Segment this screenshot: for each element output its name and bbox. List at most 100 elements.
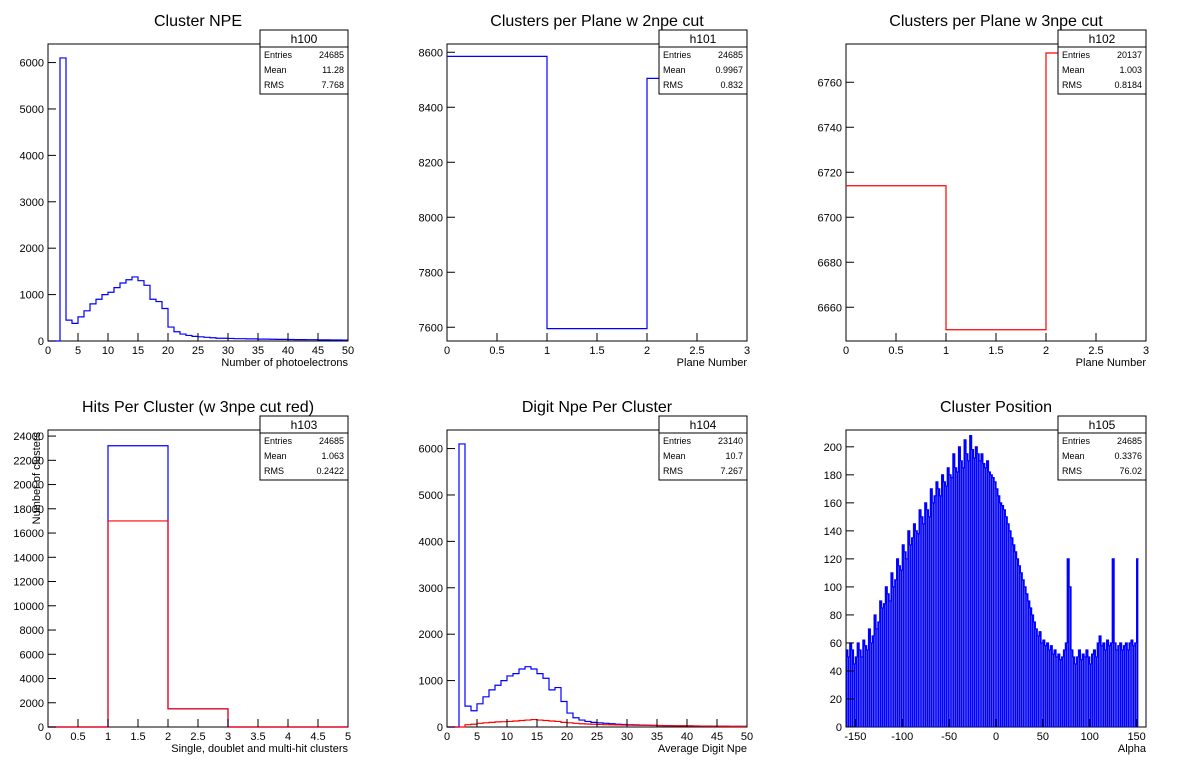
stats-value: 24685 xyxy=(718,50,743,60)
x-tick-label: 30 xyxy=(621,731,633,743)
stats-key: Mean xyxy=(663,451,686,461)
bin-bar xyxy=(519,721,525,727)
stats-key: Mean xyxy=(663,65,686,75)
stats-box: h100 Entries 24685 Mean 11.28 RMS 7.768 xyxy=(259,29,349,95)
bin-bar xyxy=(537,720,543,727)
bin-bar xyxy=(561,701,567,727)
stats-key: Entries xyxy=(1062,50,1091,60)
stats-value: 0.9967 xyxy=(715,65,743,75)
bin-bar xyxy=(525,720,531,727)
stats-key: Entries xyxy=(264,436,293,446)
y-tick-label: 14000 xyxy=(13,552,44,564)
y-tick-label: 6680 xyxy=(818,257,842,269)
bin-bar xyxy=(561,722,567,727)
x-tick-label: 0 xyxy=(993,731,999,743)
stats-value: 0.8184 xyxy=(1114,80,1142,90)
x-tick-label: -50 xyxy=(941,731,957,743)
series-blue xyxy=(48,57,348,342)
y-tick-label: 1000 xyxy=(20,290,44,302)
x-tick-label: 2.5 xyxy=(689,345,704,357)
bin-bar xyxy=(465,706,471,727)
stats-box-frame xyxy=(1057,29,1147,95)
bin-bar xyxy=(108,446,168,727)
stats-value: 1.003 xyxy=(1119,65,1142,75)
bin-bar xyxy=(156,302,162,341)
x-axis-label: Single, doublet and multi-hit clusters xyxy=(171,743,348,755)
x-tick-label: 0 xyxy=(444,731,450,743)
axes: 0 0.5 1 1.5 2 2.5 3 3.5 4 4.5 5 0 2000 4000 6000 8000 10… xyxy=(13,431,351,743)
x-axis-label: Alpha xyxy=(1118,743,1147,755)
y-tick-label: 140 xyxy=(824,526,842,538)
stats-value: 1.063 xyxy=(321,451,344,461)
stats-key: Entries xyxy=(1062,436,1091,446)
bin-bar xyxy=(168,327,174,341)
y-tick-label: 0 xyxy=(836,722,842,734)
stats-box-frame xyxy=(259,415,349,481)
bin-bar xyxy=(114,288,120,341)
series-outline xyxy=(846,435,1139,665)
y-tick-label: 120 xyxy=(824,554,842,566)
series-red xyxy=(846,52,1146,331)
histogram-h100: 0 5 10 15 20 25 30 35 40 45 50 0 1000 2000 3000 4000 500… xyxy=(20,13,355,369)
y-tick-label: 0 xyxy=(437,722,443,734)
y-tick-label: 6740 xyxy=(818,122,842,134)
x-tick-label: 20 xyxy=(162,345,174,357)
histogram-h105: -150 -100 -50 0 50 100 150 0 20 40 60 80 100 120 140 16… xyxy=(824,399,1147,755)
series-outline xyxy=(48,445,348,728)
x-tick-label: 3 xyxy=(225,731,231,743)
bin-bar xyxy=(555,721,561,727)
x-tick-label: 30 xyxy=(222,345,234,357)
x-tick-label: 1 xyxy=(105,731,111,743)
y-tick-label: 6000 xyxy=(20,649,44,661)
stats-value: 0.3376 xyxy=(1114,451,1142,461)
x-tick-label: 2 xyxy=(1043,345,1049,357)
y-tick-label: 6000 xyxy=(20,58,44,70)
x-tick-label: 1.5 xyxy=(988,345,1003,357)
bin-bar xyxy=(120,283,126,341)
x-tick-label: 10 xyxy=(102,345,114,357)
y-tick-label: 7800 xyxy=(419,267,443,279)
bin-bar xyxy=(162,309,168,341)
stats-key: Entries xyxy=(663,50,692,60)
stats-value: 76.02 xyxy=(1119,466,1142,476)
bin-bar xyxy=(647,78,747,341)
bin-bar xyxy=(507,721,513,727)
stats-name: h103 xyxy=(291,418,318,432)
bin-bar xyxy=(126,280,132,341)
y-tick-label: 6000 xyxy=(419,444,443,456)
stats-key: Mean xyxy=(264,65,287,75)
bin-bar xyxy=(543,678,549,727)
x-tick-label: 3 xyxy=(1143,345,1149,357)
stats-key: Entries xyxy=(663,436,692,446)
y-tick-label: 10000 xyxy=(13,601,44,613)
bin-bar xyxy=(567,723,573,727)
y-tick-label: 4000 xyxy=(20,150,44,162)
stats-box-frame xyxy=(1057,415,1147,481)
bin-bar xyxy=(108,292,114,341)
x-tick-label: 45 xyxy=(312,345,324,357)
y-tick-label: 22000 xyxy=(13,455,44,467)
bin-bar xyxy=(501,722,507,727)
axes: 0 5 10 15 20 25 30 35 40 45 50 0 1000 2000 3000 4000 500… xyxy=(20,58,355,357)
stats-name: h105 xyxy=(1089,418,1116,432)
bin-bar xyxy=(84,311,90,341)
y-tick-label: 6760 xyxy=(818,77,842,89)
stats-box: h102 Entries 20137 Mean 1.003 RMS 0.8184 xyxy=(1057,29,1147,95)
histogram-h103: 0 0.5 1 1.5 2 2.5 3 3.5 4 4.5 5 0 2000 4000 6000 8000 10… xyxy=(13,399,351,755)
bin-bar xyxy=(489,722,495,727)
x-tick-label: 0 xyxy=(45,345,51,357)
x-axis-label: Plane Number xyxy=(677,357,748,369)
stats-value: 7.267 xyxy=(720,466,743,476)
stats-box-frame xyxy=(658,415,748,481)
bin-bar xyxy=(459,444,465,727)
x-tick-label: 1.5 xyxy=(589,345,604,357)
x-tick-label: 20 xyxy=(561,731,573,743)
bin-bar xyxy=(72,323,78,341)
bin-bar xyxy=(495,685,501,727)
axes: 0 5 10 15 20 25 30 35 40 45 50 0 1000 2000 3000 4000 500… xyxy=(419,444,754,743)
stats-key: RMS xyxy=(1062,466,1082,476)
bin-bar xyxy=(495,722,501,727)
series-blue xyxy=(447,55,747,341)
bin-bar xyxy=(138,281,144,341)
x-tick-label: 50 xyxy=(741,731,753,743)
